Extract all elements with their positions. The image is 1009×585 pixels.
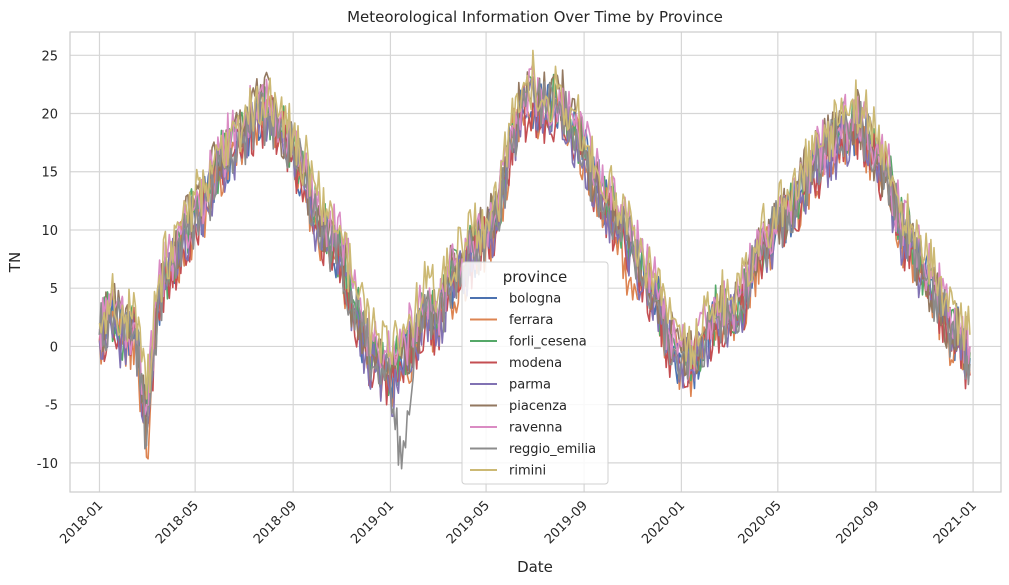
series-line-rimini: [98, 49, 971, 400]
legend: province bologna ferrara forli_cesenamoden…: [461, 261, 609, 485]
x-tick-label: 2021-01: [931, 498, 980, 547]
x-axis-label: Date: [517, 558, 553, 576]
series-lines: [98, 49, 971, 470]
series-line-reggio_emilia: [98, 79, 971, 470]
y-tick-label: 25: [41, 49, 58, 64]
legend-box: [461, 261, 609, 485]
y-tick-label: 20: [41, 108, 58, 123]
x-tick-label: 2019-01: [348, 498, 397, 547]
legend-title: province: [503, 268, 568, 286]
x-axis-ticks: 2018-01 2018-05 2018-09 2019-01 2019-05 2019-…: [57, 498, 980, 547]
x-tick-label: 2019-05: [444, 498, 493, 547]
x-tick-label: 2020-05: [736, 498, 785, 547]
y-tick-label: -10: [37, 457, 58, 472]
y-tick-label: 15: [41, 166, 58, 181]
y-tick-label: 5: [50, 282, 58, 297]
x-tick-label: 2018-01: [57, 498, 106, 547]
y-tick-label: 10: [41, 224, 58, 239]
x-tick-label: 2020-09: [834, 498, 883, 547]
x-tick-label: 2018-09: [251, 498, 300, 547]
legend-label: bologna: [509, 292, 561, 307]
legend-label: parma: [509, 378, 551, 393]
x-tick-label: 2018-05: [153, 498, 202, 547]
legend-label: ravenna: [509, 421, 562, 436]
y-axis-label: TN: [6, 252, 24, 273]
chart-title: Meteorological Information Over Time by …: [347, 8, 723, 26]
x-tick-label: 2019-09: [542, 498, 591, 547]
legend-label: modena: [509, 356, 562, 371]
legend-label: piacenza: [509, 399, 567, 414]
y-tick-label: -5: [45, 399, 58, 414]
legend-label: forli_cesena: [509, 335, 587, 350]
legend-label: ferrara: [509, 313, 553, 328]
plot-frame: [69, 31, 1002, 493]
x-tick-label: 2020-01: [639, 498, 688, 547]
legend-label: rimini: [509, 464, 546, 479]
legend-label: reggio_emilia: [509, 442, 596, 457]
y-axis-ticks: -10 -5 0 5 10 15 20 25: [37, 49, 58, 472]
y-tick-label: 0: [50, 340, 58, 355]
